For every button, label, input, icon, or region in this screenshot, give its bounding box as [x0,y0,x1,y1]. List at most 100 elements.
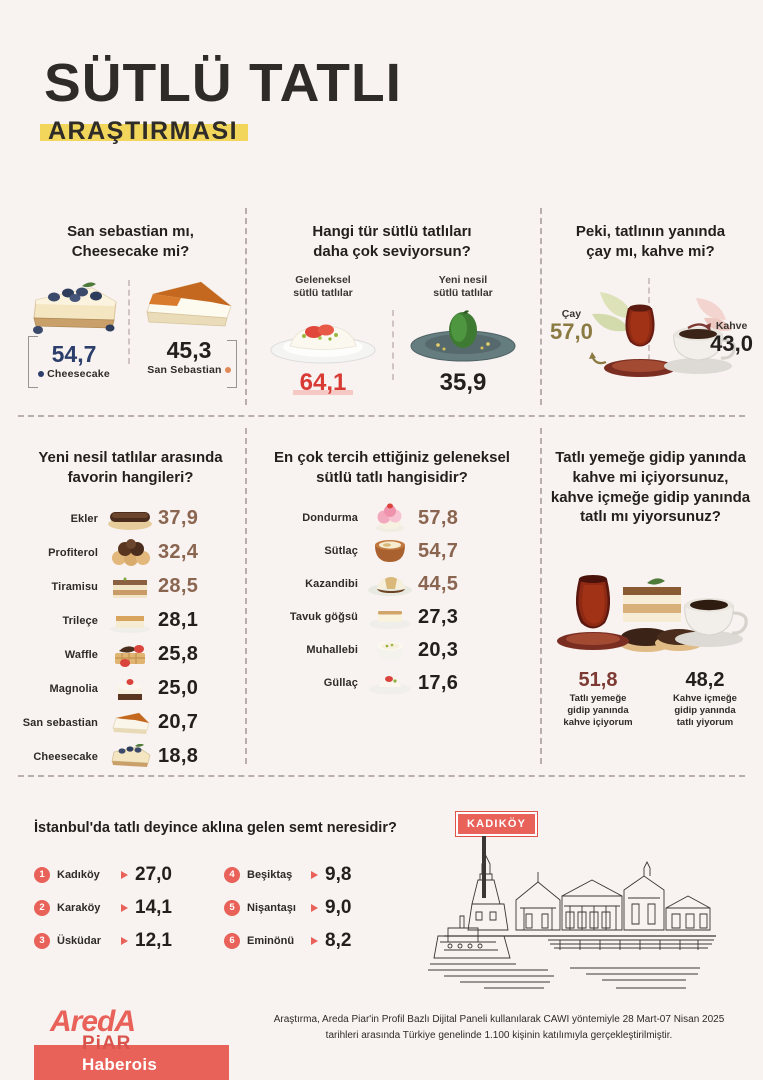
section3-coffee-value: 43,0 [710,330,753,356]
section5-row4-value: 20,3 [418,638,459,661]
section4-row5-value: 25,0 [158,677,199,700]
arrow-right-icon [311,903,318,912]
district-name: Nişantaşı [247,901,296,914]
section4-row6-value: 20,7 [158,711,199,734]
section2-mini-divider [392,309,394,380]
cheesecake-slice-icon [33,281,117,334]
section1-cheesecake-value: 54,7 [51,340,97,367]
section2-newgen-value: 35,9 [432,370,494,396]
kazandibi-icon [362,569,418,599]
section6-left-caption: Tatlı yemeğe gidip yanında kahve içiyoru… [563,693,633,728]
waffle-icon [102,640,158,670]
sansebastian-dot-icon [224,366,231,373]
section4-row7-value: 18,8 [158,745,199,768]
arrow-right-icon [311,936,318,945]
ice-cream-icon [362,503,418,533]
rank-badge: 6 [224,932,240,949]
section1-sansebastian-numrow: 45,3 [135,338,243,362]
trilece-icon [102,606,158,636]
list-item: 2 Karaköy 14,1 [34,891,224,924]
san-sebastian-slice-icon [146,281,232,327]
list-item: 4 Beşiktaş 9,8 [224,858,414,891]
section2-traditional-caption: Geleneksel sütlü tatlılar [293,273,353,299]
section-istanbul-districts: İstanbul'da tatlı deyince aklına gelen s… [34,820,434,957]
section5-question: En çok tercih ettiğiniz geleneksel sütlü… [274,449,510,486]
table-row: Sütlaç 54,7 [266,535,528,568]
district-value: 9,0 [325,896,352,918]
tea-tiramisu-coffee-illustration [557,575,748,653]
section2-traditional-value-wrap: 64,1 [260,370,386,396]
section5-row2-value: 44,5 [418,572,459,595]
section7-left-column: 1 Kadıköy 27,0 2 Karaköy 14,1 3 Üsküdar … [34,858,224,957]
section6-stat-dessert-first: 51,8 Tatlı yemeğe gidip yanında kahve iç… [552,669,644,729]
section7-question: İstanbul'da tatlı deyince aklına gelen s… [34,820,397,836]
section2-newgen-value-wrap: 35,9 [400,370,526,396]
district-value: 12,1 [135,929,172,951]
list-item: 5 Nişantaşı 9,0 [224,891,414,924]
footer-note-line1: Araştırma, Areda Piar'in Profil Bazlı Di… [273,1014,725,1025]
table-row: Tiramisu 28,5 [18,570,243,604]
rice-pudding-icon [362,536,418,566]
table-row: Waffle 25,8 [18,638,243,672]
table-row: Trileçe 28,1 [18,604,243,638]
section5-row3-value: 27,3 [418,605,459,628]
section3-question: Peki, tatlının yanında çay mı, kahve mi? [575,223,726,260]
rank-badge: 1 [34,866,50,883]
list-item: 3 Üsküdar 12,1 [34,924,224,957]
arrow-right-icon [121,903,128,912]
section6-question: Tatlı yemeğe gidip yanında kahve mi içiy… [550,449,751,526]
table-row: Cheesecake 18,8 [18,740,243,774]
section4-row1-value: 32,4 [158,541,199,564]
areda-piar-logo: AredA PiAR Haberois [34,1005,229,1080]
section-newgen-favorites: Yeni nesil tatlılar arasında favorin han… [18,448,243,774]
section7-right-column: 4 Beşiktaş 9,8 5 Nişantaşı 9,0 6 Eminönü… [224,858,414,957]
table-row: Magnolia 25,0 [18,672,243,706]
section6-stat-coffee-first: 48,2 Kahve içmeğe gidip yanında tatlı yi… [659,669,751,729]
section-traditional-favorites: En çok tercih ettiğiniz geleneksel sütlü… [256,448,528,700]
section-tea-vs-coffee: Peki, tatlının yanında çay mı, kahve mi? [548,222,753,392]
section1-mini-divider [128,279,130,364]
kadikoy-sign-label: KADIKÖY [456,812,538,836]
cheesecake-dot-icon [38,370,45,377]
section2-item-newgen: Yeni nesil sütlü tatlılar 35, [400,274,526,396]
section5-row0-value: 57,8 [418,506,459,529]
section4-row1-name: Profiterol [48,546,98,559]
district-name: Kadıköy [57,868,100,881]
arrow-right-icon [311,870,318,879]
section5-row1-value: 54,7 [418,539,459,562]
table-row: Muhallebi 20,3 [266,634,528,667]
table-row: Profiterol 32,4 [18,536,243,570]
section7-columns: 1 Kadıköy 27,0 2 Karaköy 14,1 3 Üsküdar … [34,858,434,957]
cheesecake-icon [102,742,158,772]
divider-horizontal-bottom [18,775,745,777]
list-item: 6 Eminönü 8,2 [224,924,414,957]
section2-item-traditional: Geleneksel sütlü tatlılar 64, [260,273,386,396]
divider-horizontal-top [18,415,745,417]
rank-badge: 2 [34,899,50,916]
section5-row3-name: Tavuk göğsü [289,611,358,624]
section2-traditional-value: 64,1 [292,370,354,396]
table-row: Kazandibi 44,5 [266,568,528,601]
district-name: Eminönü [247,934,295,947]
section4-row4-value: 25,8 [158,643,199,666]
tavuk-gogsu-icon [362,602,418,632]
tea-and-coffee-illustration [589,291,736,377]
section-cheesecake-vs-sansebastian: San sebastian mı, Cheesecake mi? [18,222,243,406]
muhallebi-icon [362,635,418,665]
divider-vertical-2b [540,428,542,764]
arrow-right-icon [121,936,128,945]
subtitle-highlight [40,124,249,142]
table-row: Dondurma 57,8 [266,502,528,535]
kadikoy-signpost: KADIKÖY [456,812,538,898]
section5-row4-name: Muhallebi [306,644,358,657]
section4-question: Yeni nesil tatlılar arasında favorin han… [38,449,223,486]
kadikoy-skyline-sketch [428,854,716,989]
section4-row0-name: Ekler [70,512,98,525]
section2-comparison: Geleneksel sütlü tatlılar 64, [256,274,528,414]
section1-item-sansebastian: 45,3 San Sebastian [135,276,243,376]
profiterole-icon [102,538,158,568]
section6-stats: 51,8 Tatlı yemeğe gidip yanında kahve iç… [548,669,753,743]
district-value: 8,2 [325,929,352,951]
divider-vertical-1a [245,208,247,405]
